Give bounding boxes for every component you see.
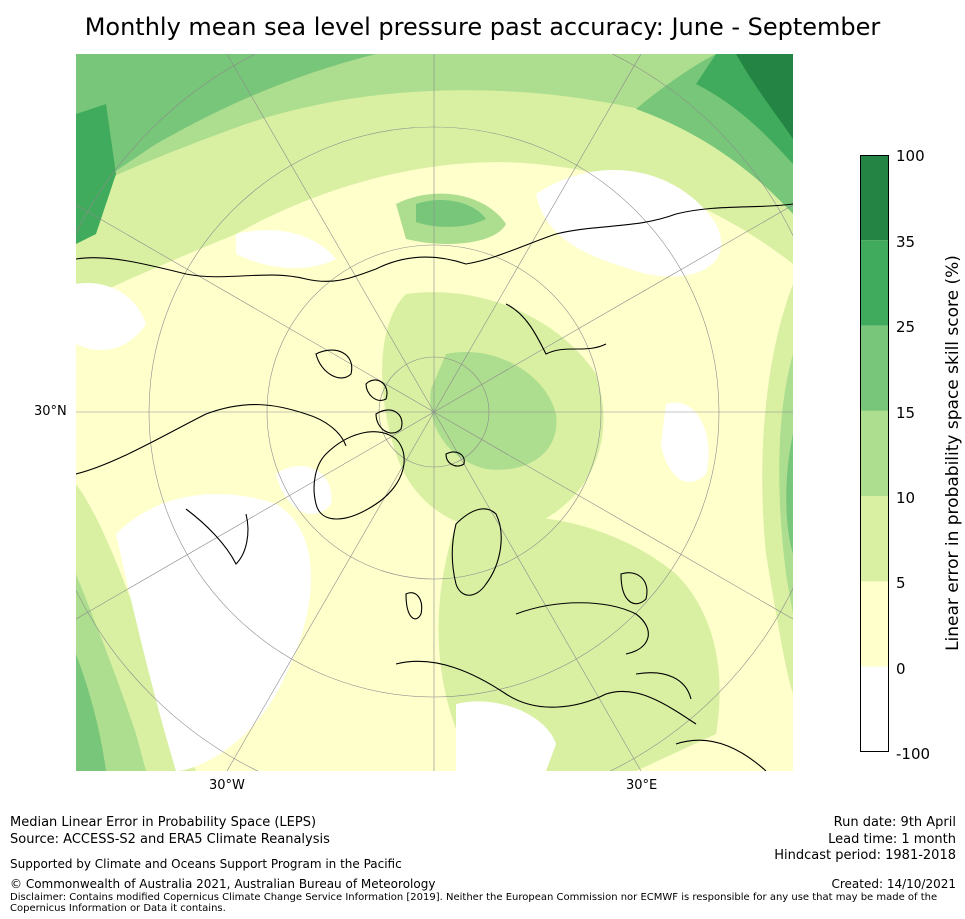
footer-source: Source: ACCESS-S2 and ERA5 Climate Reana…: [10, 832, 330, 847]
colorbar-band-neg100-0: [860, 666, 889, 752]
footer-leps: Median Linear Error in Probability Space…: [10, 815, 317, 830]
colorbar-tick-0: 0: [896, 660, 906, 678]
footer-lead-time: Lead time: 1 month: [828, 832, 956, 847]
colorbar-label: Linear error in probability space skill …: [943, 255, 963, 651]
lon-label-30w: 30°W: [209, 778, 245, 793]
colorbar-band-25-35: [860, 240, 889, 326]
footer-created: Created: 14/10/2021: [831, 877, 956, 891]
colorbar-band-0-5: [860, 581, 889, 667]
colorbar-tick-100: 100: [896, 147, 925, 165]
graticule: [76, 54, 793, 771]
footer-run-date: Run date: 9th April: [833, 815, 956, 830]
footer-supported: Supported by Climate and Oceans Support …: [10, 857, 402, 871]
colorbar-tick-10: 10: [896, 489, 916, 507]
colorbar-band-35-100: [860, 155, 889, 241]
colorbar-tick-25: 25: [896, 318, 916, 336]
colorbar-band-5-10: [860, 496, 889, 582]
colorbar-tick-15: 15: [896, 404, 916, 422]
footer-copyright: © Commonwealth of Australia 2021, Austra…: [10, 877, 436, 891]
colorbar-band-15-25: [860, 325, 889, 411]
lon-label-30e: 30°E: [626, 778, 658, 793]
colorbar-tick-neg100: -100: [896, 745, 931, 763]
map-title: Monthly mean sea level pressure past acc…: [84, 13, 881, 41]
lat-label-30n: 30°N: [34, 404, 67, 419]
coastlines: [76, 203, 793, 771]
footer-hindcast: Hindcast period: 1981-2018: [774, 848, 956, 863]
skill-score-map: [76, 54, 793, 771]
footer-disclaimer: Disclaimer: Contains modified Copernicus…: [10, 892, 938, 914]
colorbar: [860, 155, 889, 752]
colorbar-band-10-15: [860, 410, 889, 497]
colorbar-tick-5: 5: [896, 574, 906, 592]
colorbar-tick-35: 35: [896, 233, 916, 251]
